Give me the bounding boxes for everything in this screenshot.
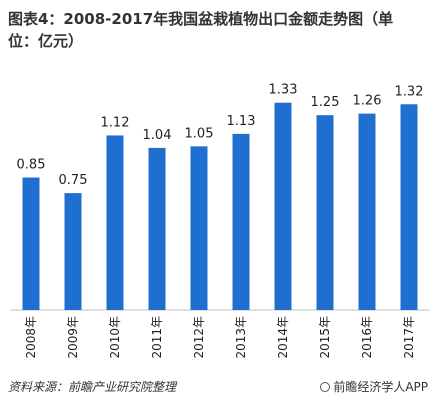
x-tick-label: 2015年 (318, 316, 332, 359)
bar (22, 177, 40, 310)
x-tick-label: 2016年 (360, 316, 374, 359)
bar (106, 135, 124, 310)
brand-logo-icon (320, 382, 331, 392)
x-tick-label: 2010年 (108, 316, 122, 359)
bar (400, 104, 418, 310)
x-tick-label: 2017年 (402, 316, 416, 359)
x-tick-label: 2013年 (234, 316, 248, 359)
bar (232, 133, 250, 310)
brand-name: 前瞻经济学人APP (333, 380, 428, 394)
source-note: 资料来源：前瞻产业研究院整理 (8, 380, 177, 394)
data-label: 0.75 (59, 173, 88, 188)
x-tick-label: 2012年 (192, 316, 206, 359)
bar (358, 113, 376, 310)
data-label: 1.05 (185, 126, 214, 141)
x-tick-label: 2008年 (24, 316, 38, 359)
data-label: 1.26 (353, 94, 382, 109)
data-label: 0.85 (17, 158, 46, 173)
data-label: 1.33 (269, 83, 298, 98)
x-tick-label: 2009年 (66, 316, 80, 359)
data-label: 1.32 (395, 84, 424, 99)
data-label: 1.12 (101, 115, 130, 130)
data-label: 1.04 (143, 128, 172, 143)
data-label: 1.25 (311, 95, 340, 110)
chart-title-line2: 位：亿元） (8, 32, 84, 50)
data-label: 1.13 (227, 114, 256, 129)
chart-title: 图表4：2008-2017年我国盆栽植物出口金额走势图（单 位：亿元） (8, 8, 428, 52)
bar (274, 102, 292, 310)
chart-title-line1: 图表4：2008-2017年我国盆栽植物出口金额走势图（单 (8, 10, 394, 28)
bar (64, 193, 82, 310)
brand-credit: 前瞻经济学人APP (320, 378, 428, 395)
bar (190, 146, 208, 310)
x-tick-label: 2014年 (276, 316, 290, 359)
bar (148, 147, 166, 310)
bar (316, 115, 334, 310)
x-tick-label: 2011年 (150, 316, 164, 359)
